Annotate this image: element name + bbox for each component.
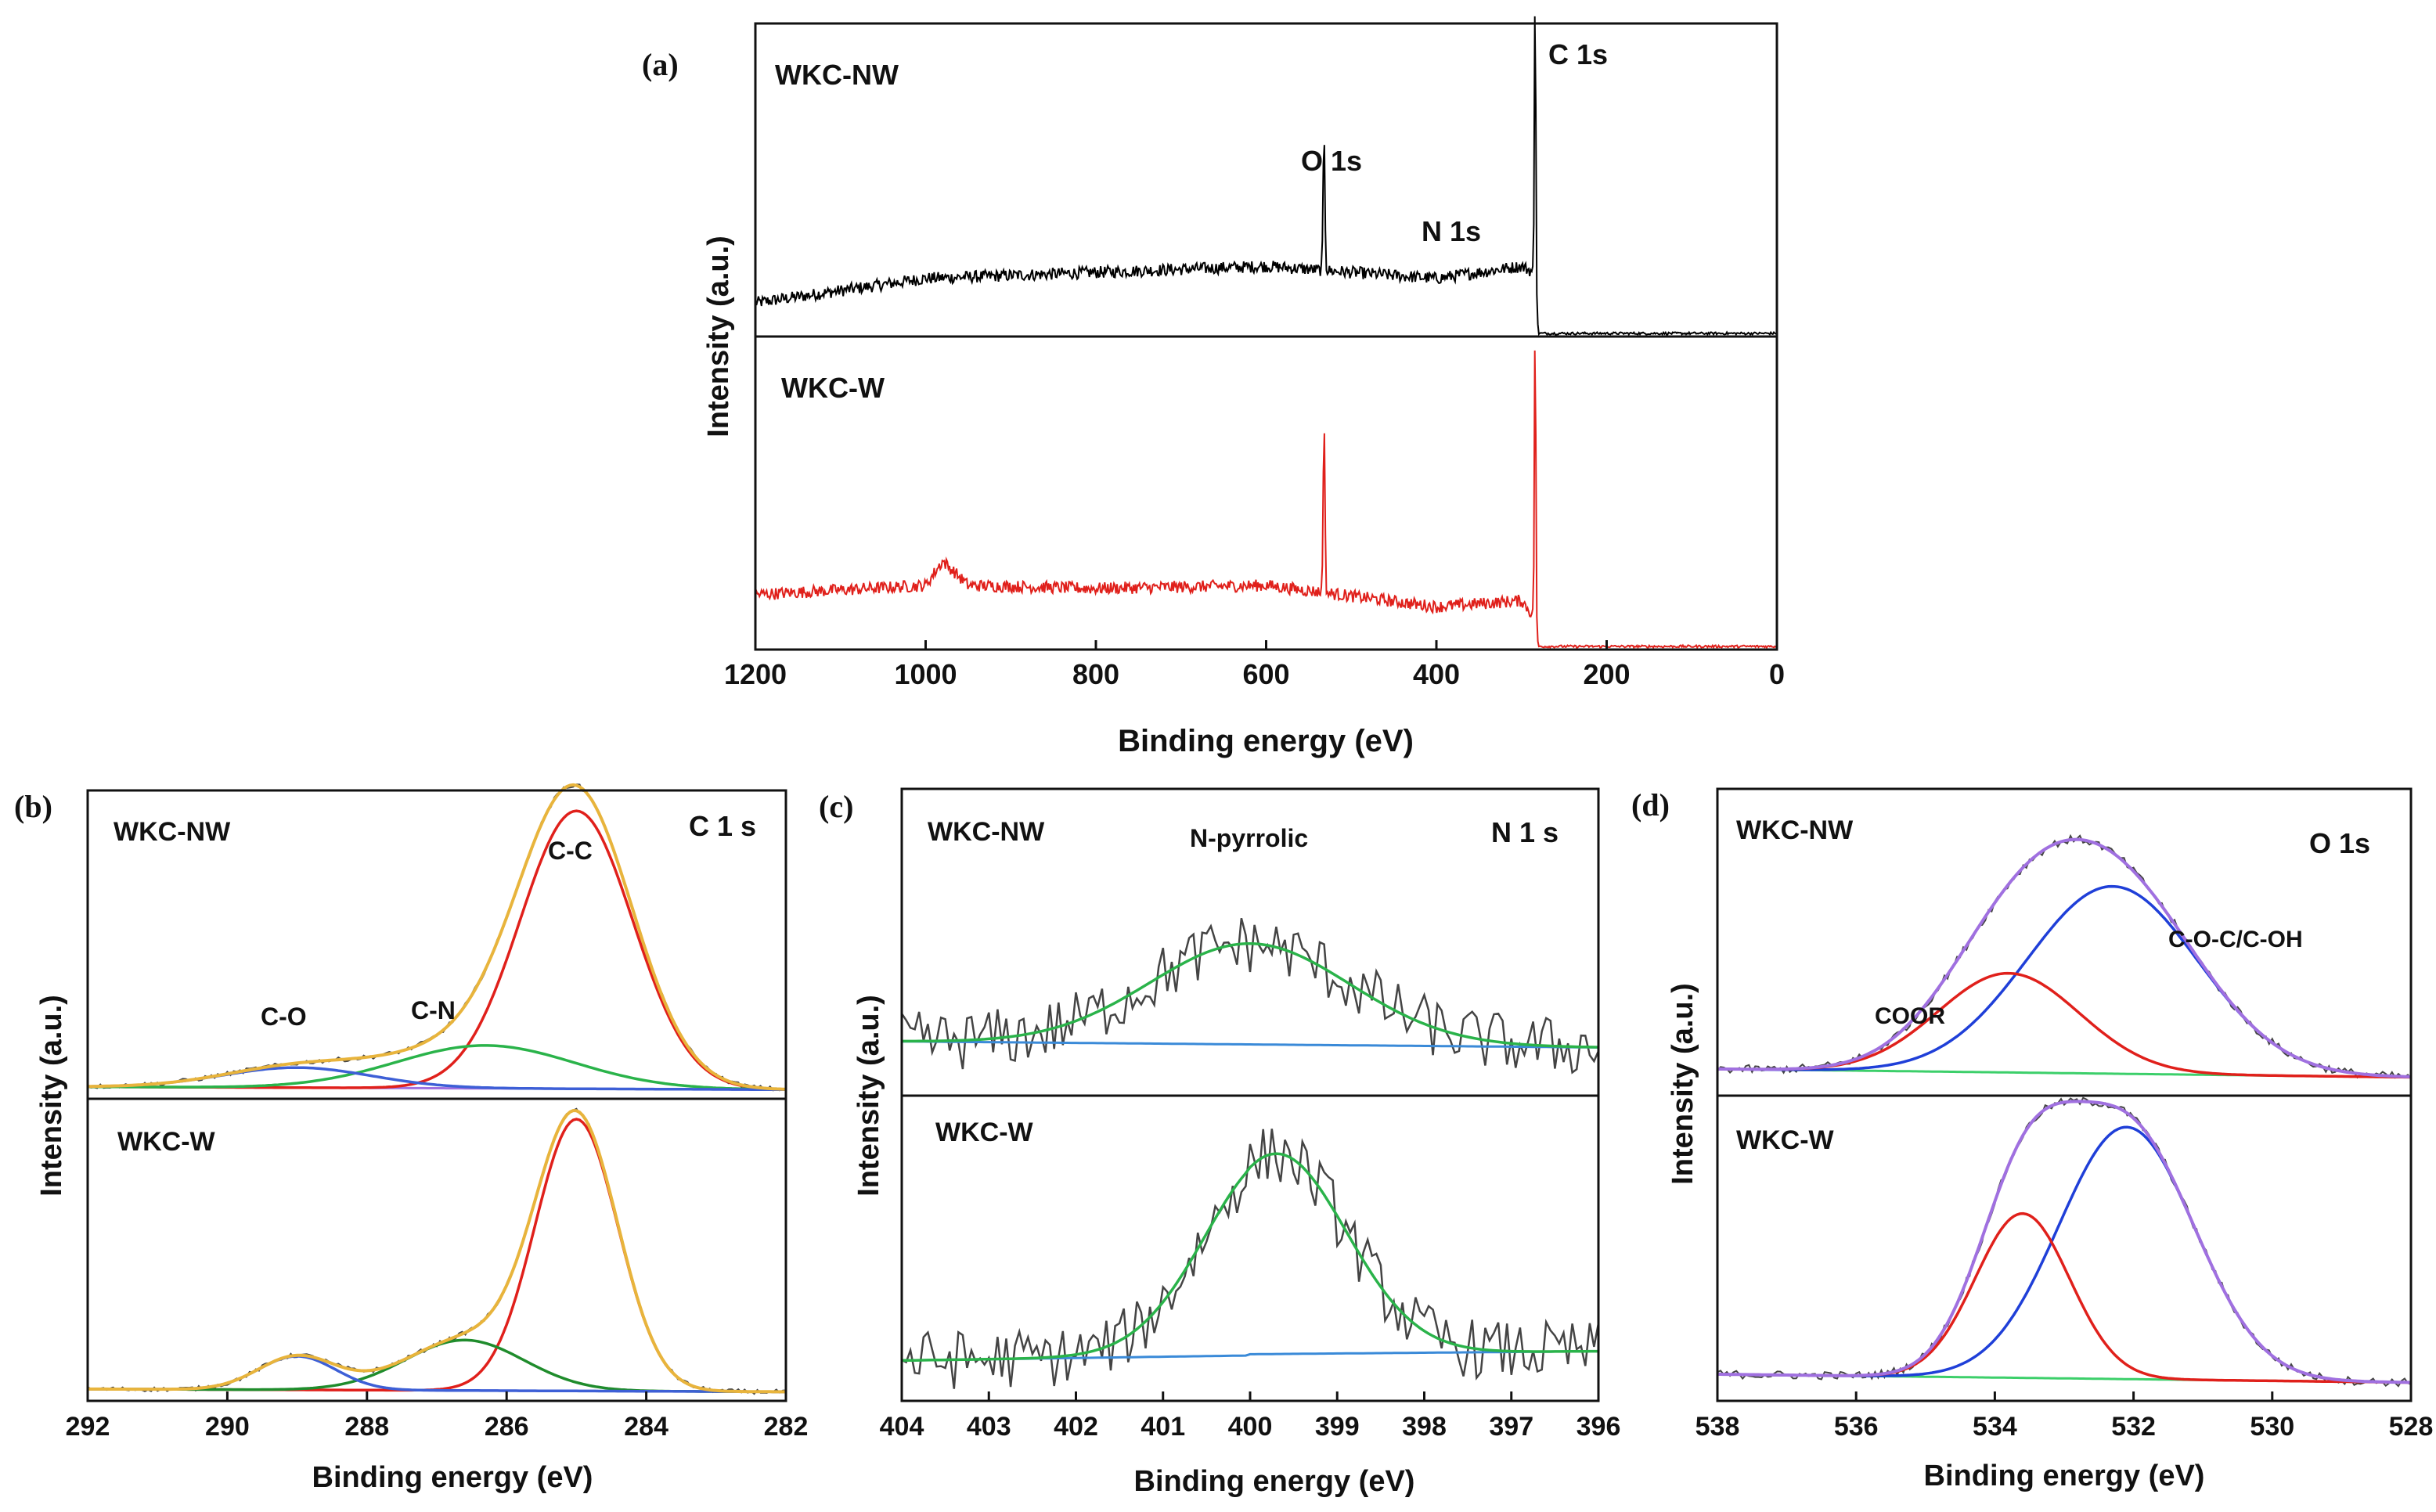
panel-c-component-n-pyrrolic [902,941,1599,1049]
panel-b-cn-label: C-N [411,996,456,1024]
panel-a-c1s-label: C 1s [1548,38,1608,70]
panel-d-xlabel: Binding energy (eV) [1924,1460,2205,1492]
panel-b-tick-label: 292 [66,1412,110,1442]
panel-c-sample-w: WKC-W [935,1118,1034,1147]
panel-a-tick-label: 1200 [724,658,787,690]
panel-a-tick-label: 1000 [894,658,957,690]
panel-d-tick-label: 532 [2111,1412,2156,1442]
panel-d-tick-label: 528 [2389,1412,2434,1442]
panel-a-tick-label: 600 [1242,658,1289,690]
panel-b-tick-label: 290 [205,1412,250,1442]
panel-b-tick-label: 288 [344,1412,389,1442]
panel-c-tick-label: 398 [1402,1412,1447,1442]
panel-c: (c) 404 403 402 401 400 399 398 397 396 Binding … [819,787,1621,1498]
panel-d: (d) 538 536 534 532 530 528 Binding energy (e… [1631,787,2433,1492]
panel-a-ylabel: Intensity (a.u.) [702,236,735,437]
panel-c-tick-label: 401 [1141,1412,1185,1442]
panel-d-tick-label: 534 [1973,1412,2017,1442]
panel-c-tick-label: 403 [967,1412,1011,1442]
panel-d-component-c-o-c-c-oh [1717,1125,2412,1384]
panel-b-envelope-0 [88,783,787,1091]
panel-b-component-c-n [88,1044,787,1091]
panel-d-envelope-1 [1717,1100,2412,1384]
panel-c-component-n-pyrrolic [901,1152,1598,1363]
panel-a-n1s-label: N 1s [1422,215,1481,247]
panel-b-envelope-1 [87,1108,786,1394]
panel-d-x-ticks: 538 536 534 532 530 528 [1695,1391,2434,1442]
panel-a-spectrum-w [755,350,1777,650]
panel-d-envelope-0 [1717,837,2412,1078]
panel-a-tick-label: 0 [1769,658,1785,690]
panel-c-sample-nw: WKC-NW [928,817,1045,847]
panel-a-tick-label: 400 [1413,658,1460,690]
panel-a-o1s-label: O 1s [1301,145,1362,177]
panel-c-label: (c) [819,789,853,824]
panel-a: (a) 1200 1000 800 600 400 200 0 Binding energy… [642,16,1785,758]
panel-d-sample-w: WKC-W [1736,1125,1835,1155]
panel-d-label: (d) [1631,787,1670,823]
panel-a-tick-label: 200 [1583,658,1630,690]
panel-b-tick-label: 284 [624,1412,668,1442]
panel-a-tick-label: 800 [1072,658,1119,690]
panel-c-raw-1 [901,1129,1600,1389]
panel-c-plot [900,917,1600,1389]
panel-a-xlabel: Binding energy (eV) [1118,724,1414,758]
panel-a-plot [755,16,1777,650]
panel-d-raw-0 [1717,833,2412,1079]
panel-d-tick-label: 538 [1695,1412,1740,1442]
panel-a-label: (a) [642,47,679,82]
panel-b-plot [87,783,787,1395]
panel-c-background-0 [902,1040,1598,1049]
panel-b-cc-label: C-C [548,837,593,865]
panel-b-component-c-c [87,1118,786,1394]
panel-c-xlabel: Binding energy (eV) [1134,1465,1415,1498]
panel-b-label: (b) [14,789,52,824]
panel-b-ylabel: Intensity (a.u.) [35,995,68,1197]
panel-d-title: O 1s [2309,827,2370,859]
panel-b-sample-w: WKC-W [117,1127,216,1157]
panel-d-tick-label: 530 [2250,1412,2294,1442]
panel-c-ylabel: Intensity (a.u.) [852,995,885,1197]
panel-b-x-ticks: 292 290 288 286 284 282 [66,1391,809,1442]
panel-b-tick-label: 282 [764,1412,809,1442]
panel-a-x-ticks: 1200 1000 800 600 400 200 0 [724,640,1785,690]
panel-b: (b) 292 290 288 286 284 282 Binding energy (e… [14,783,809,1494]
panel-b-xlabel: Binding energy (eV) [312,1461,593,1494]
panel-b-tick-label: 286 [485,1412,529,1442]
panel-d-coor-label: COOR [1875,1003,1945,1029]
panel-b-co-label: C-O [261,1003,307,1031]
panel-d-component-c-o-c-c-oh [1717,884,2412,1078]
panel-d-sample-nw: WKC-NW [1736,815,1854,845]
panel-b-title: C 1 s [689,810,756,842]
panel-b-component-c-o [87,1355,786,1394]
panel-b-component-c-c [88,809,787,1091]
panel-d-plot [1717,833,2412,1388]
panel-c-x-ticks: 404 403 402 401 400 399 398 397 396 [880,1391,1621,1442]
panel-c-tick-label: 397 [1489,1412,1533,1442]
panel-b-sample-nw: WKC-NW [114,817,231,847]
panel-d-component-coor [1717,1211,2411,1384]
panel-c-title: N 1 s [1491,816,1559,848]
panel-c-tick-label: 399 [1315,1412,1360,1442]
panel-b-frame [86,789,787,1402]
panel-a-sample-nw: WKC-NW [775,59,899,91]
panel-c-tick-label: 400 [1228,1412,1273,1442]
panel-c-raw-0 [900,917,1600,1075]
panel-d-ylabel: Intensity (a.u.) [1667,983,1699,1185]
panel-b-component-c-n [87,1338,786,1394]
panel-c-tick-label: 396 [1577,1412,1621,1442]
panel-a-spectrum-nw [755,16,1777,337]
panel-d-coc-label: C-O-C/C-OH [2168,927,2303,952]
panel-d-tick-label: 536 [1834,1412,1879,1442]
panel-a-sample-w: WKC-W [781,372,885,404]
panel-c-tick-label: 402 [1054,1412,1098,1442]
panel-c-tick-label: 404 [880,1412,924,1442]
panel-c-pyrrolic-label: N-pyrrolic [1190,824,1308,852]
